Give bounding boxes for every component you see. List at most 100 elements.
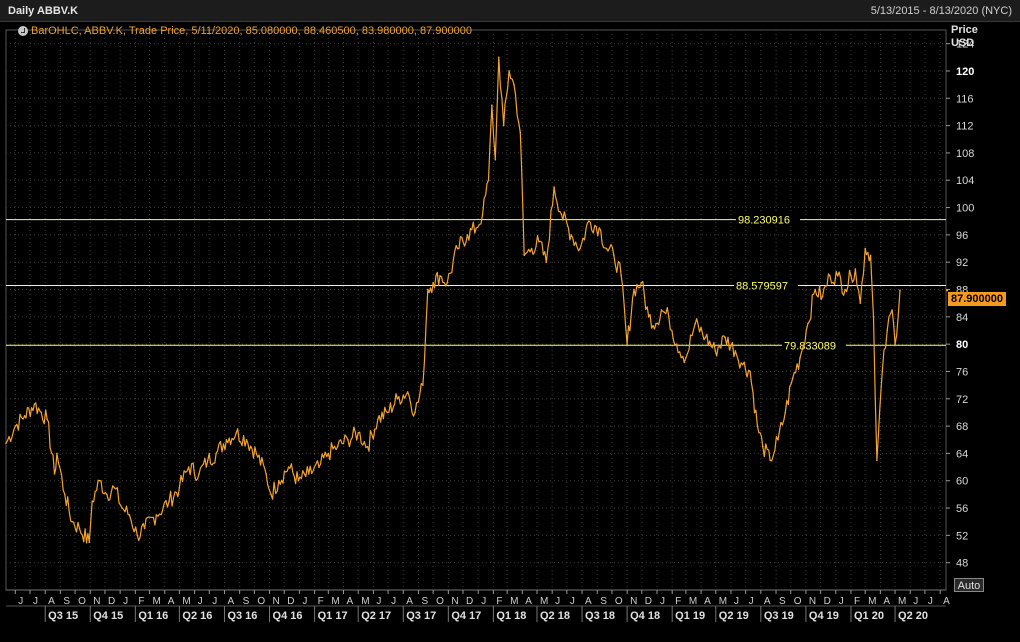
x-month-label: D [645,596,652,607]
series-legend[interactable]: BarOHLC, ABBV.K, Trade Price, 5/11/2020,… [18,25,472,37]
price-point [530,247,533,250]
x-quarter-label: Q2 19 [719,610,749,622]
price-point [307,473,310,475]
price-point [446,281,449,284]
x-quarter-label: Q2 20 [898,610,928,622]
price-point [475,227,478,229]
x-month-label: N [630,596,637,607]
price-point [553,186,555,188]
price-point [891,309,893,311]
y-tick-label: 108 [956,148,974,160]
auto-scale-button[interactable]: Auto [954,578,984,592]
price-point [113,486,116,489]
price-point [491,104,493,106]
price-point [502,124,505,127]
x-month-label: J [660,596,665,607]
level-label: 98.230916 [738,215,790,227]
price-point [640,281,643,284]
price-point [821,295,824,298]
grid-lines [5,29,947,591]
price-point [769,459,771,462]
x-month-label: A [346,596,353,607]
x-month-label: A [764,596,771,607]
price-point [694,322,697,325]
price-point [876,459,878,462]
price-point [121,507,123,509]
price-point [23,415,26,417]
price-point [667,316,670,318]
x-month-label: F [318,596,324,607]
price-point [886,329,889,332]
price-point [508,70,510,72]
price-point [523,254,526,257]
x-quarter-label: Q3 15 [48,610,78,622]
price-point [626,343,628,345]
x-month-label: J [33,596,38,607]
price-point [376,418,379,421]
price-point [33,403,36,406]
price-point [366,445,369,448]
price-point [336,445,339,448]
x-month-label: A [883,596,890,607]
price-point [545,261,548,263]
price-point [538,240,540,243]
x-month-label: M [153,596,161,607]
x-month-label: F [138,596,144,607]
level-label: 79.833089 [784,340,836,352]
price-point [318,466,320,468]
price-point [396,397,399,400]
x-month-label: S [600,596,607,607]
price-point [439,275,441,277]
y-tick-label: 92 [956,257,968,269]
price-point [570,234,573,236]
y-tick-label: 84 [956,312,968,324]
price-point [647,316,650,318]
x-month-label: A [704,596,711,607]
price-point [660,309,663,311]
price-point [432,281,434,284]
level-label-bg [734,279,798,292]
x-month-label: J [734,596,739,607]
x-month-label: M [361,596,369,607]
x-month-label: D [108,596,115,607]
price-point [128,514,131,516]
x-month-label: N [273,596,280,607]
price-point [579,247,581,250]
price-point [784,411,787,414]
x-month-label: A [227,596,234,607]
x-month-label: F [675,596,681,607]
x-month-label: N [451,596,458,607]
x-quarter-label: Q4 16 [273,610,303,622]
y-tick-label: 124 [956,39,974,51]
series-settings-icon[interactable] [18,26,28,36]
y-tick-label: 120 [956,66,974,78]
x-month-label: J [198,596,203,607]
price-point [481,213,484,216]
y-tick-label: 48 [956,558,968,570]
y-tick-label: 100 [956,203,974,215]
x-month-label: A [168,596,175,607]
y-tick-label: 60 [956,476,968,488]
x-month-label: M [898,596,906,607]
x-month-label: O [78,596,86,607]
price-point [749,370,751,373]
plot-background [0,22,1020,642]
y-tick-label: 80 [956,339,968,351]
price-point [278,479,280,482]
y-tick-label: 112 [956,121,974,133]
price-point [844,288,846,291]
price-point [799,357,801,359]
x-month-label: M [510,596,518,607]
x-month-label: F [496,596,502,607]
y-tick-label: 96 [956,230,968,242]
price-point [487,179,490,182]
price-point [598,227,600,229]
x-month-label: A [48,596,55,607]
x-month-label: M [540,596,548,607]
price-point [78,527,81,530]
price-point [456,247,459,250]
price-point [894,343,896,345]
price-chart[interactable]: 98.230916 88.579597 79.833089 48 52 56 60 64 68… [0,22,1020,642]
y-axis-label-currency: USD [951,37,975,49]
x-month-label: J [555,596,560,607]
